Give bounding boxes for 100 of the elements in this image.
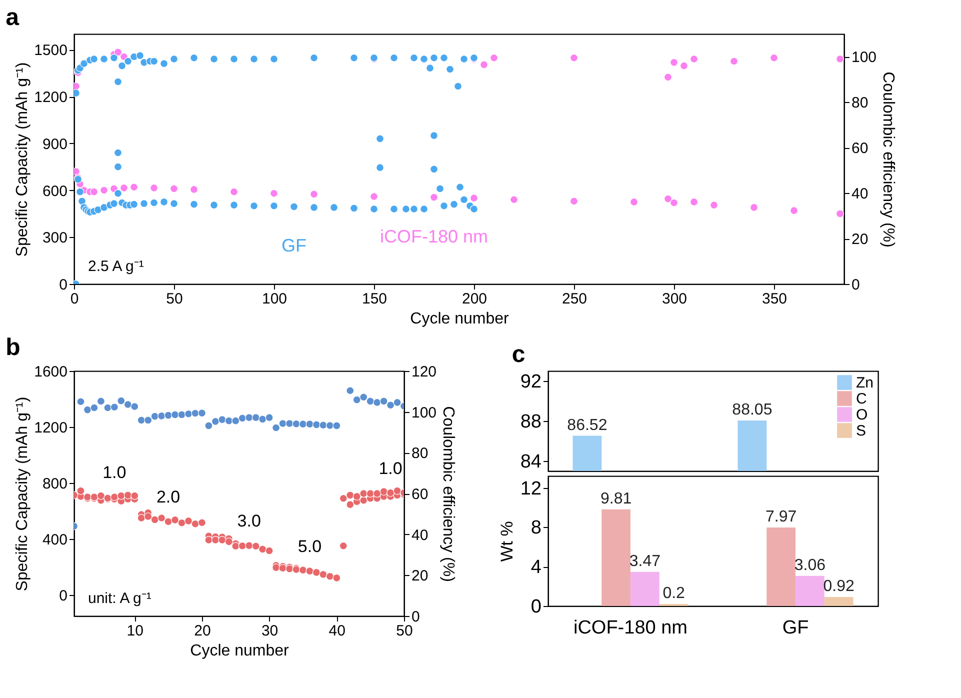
point xyxy=(339,542,348,550)
y-tick-label: 88 xyxy=(520,412,542,432)
point xyxy=(420,205,428,213)
chart-title: b xyxy=(6,334,20,361)
point xyxy=(198,518,206,527)
data-label: 7.97 xyxy=(765,508,797,526)
point xyxy=(164,518,172,526)
x-tick-label: 20 xyxy=(194,622,211,640)
x-tick-label: 30 xyxy=(261,622,278,640)
point xyxy=(454,82,462,90)
point xyxy=(204,536,213,544)
point xyxy=(114,162,122,171)
x-tick-label: 300 xyxy=(662,290,688,308)
point xyxy=(306,567,314,576)
x-tick-label: 100 xyxy=(262,290,288,308)
point xyxy=(190,185,198,194)
x-tick-label: 150 xyxy=(362,290,388,308)
point xyxy=(96,492,105,500)
point xyxy=(670,58,678,66)
point xyxy=(360,490,368,498)
series-label: GF xyxy=(282,236,306,256)
point xyxy=(245,414,254,422)
point xyxy=(410,205,418,213)
y-tick-label: 4 xyxy=(530,557,542,578)
data-label: 9.81 xyxy=(600,490,632,508)
point xyxy=(380,397,388,406)
point xyxy=(170,200,178,208)
point xyxy=(100,186,108,194)
point xyxy=(190,200,198,208)
chart-title: a xyxy=(6,4,20,31)
y-tick-label: 84 xyxy=(520,452,542,472)
data-label: 88.05 xyxy=(732,402,772,418)
point xyxy=(306,420,314,428)
point xyxy=(100,55,108,63)
annotation: 1.0 xyxy=(102,463,126,482)
point xyxy=(114,189,122,198)
point xyxy=(144,416,152,424)
point xyxy=(117,492,126,500)
point xyxy=(210,55,218,63)
point xyxy=(570,197,578,206)
point xyxy=(230,201,238,210)
point xyxy=(265,414,274,422)
point xyxy=(224,416,233,425)
data-label: 3.06 xyxy=(794,556,826,574)
point xyxy=(370,205,378,213)
point xyxy=(373,490,382,498)
point xyxy=(290,202,298,211)
point xyxy=(770,54,778,62)
point xyxy=(298,420,307,428)
point xyxy=(272,564,280,572)
point xyxy=(144,512,152,520)
bar xyxy=(796,576,824,606)
point xyxy=(211,417,220,426)
point xyxy=(680,62,688,70)
point xyxy=(124,491,132,500)
point xyxy=(310,203,318,212)
point xyxy=(76,188,84,196)
point xyxy=(178,410,186,419)
point xyxy=(490,54,498,62)
y2-tick-label: 40 xyxy=(412,526,428,544)
point xyxy=(386,488,395,497)
point xyxy=(393,398,402,406)
y2-tick-label: 60 xyxy=(852,140,868,158)
point xyxy=(312,568,320,576)
point xyxy=(270,202,278,210)
point xyxy=(117,396,126,405)
point xyxy=(670,198,678,207)
point xyxy=(292,420,300,428)
point xyxy=(94,206,102,214)
point xyxy=(376,164,384,172)
y2-tick-label: 100 xyxy=(852,49,877,66)
x-tick-label: iCOF-180 nm xyxy=(573,618,688,638)
y2-tick-label: 120 xyxy=(412,364,437,380)
point xyxy=(430,193,438,202)
point xyxy=(460,196,468,204)
point xyxy=(76,486,85,495)
point xyxy=(160,198,168,206)
point xyxy=(83,406,92,414)
point xyxy=(710,201,718,210)
point xyxy=(164,411,172,420)
point xyxy=(310,190,318,198)
x-tick-label: 10 xyxy=(126,622,144,640)
x-tick-label: 250 xyxy=(562,290,588,308)
y-tick-label: 600 xyxy=(42,182,68,200)
point xyxy=(104,404,112,412)
y2-tick-label: 60 xyxy=(412,486,428,503)
point xyxy=(836,210,844,218)
point xyxy=(114,78,122,86)
point xyxy=(332,574,341,582)
point xyxy=(470,194,478,202)
point xyxy=(96,397,105,406)
point xyxy=(664,73,672,82)
point xyxy=(190,54,198,62)
bar xyxy=(824,596,854,606)
point xyxy=(730,57,738,66)
point xyxy=(76,398,85,406)
y-tick-label: 12 xyxy=(520,478,542,500)
point xyxy=(370,192,378,200)
x-tick-label: 50 xyxy=(166,290,183,308)
point xyxy=(184,410,192,418)
